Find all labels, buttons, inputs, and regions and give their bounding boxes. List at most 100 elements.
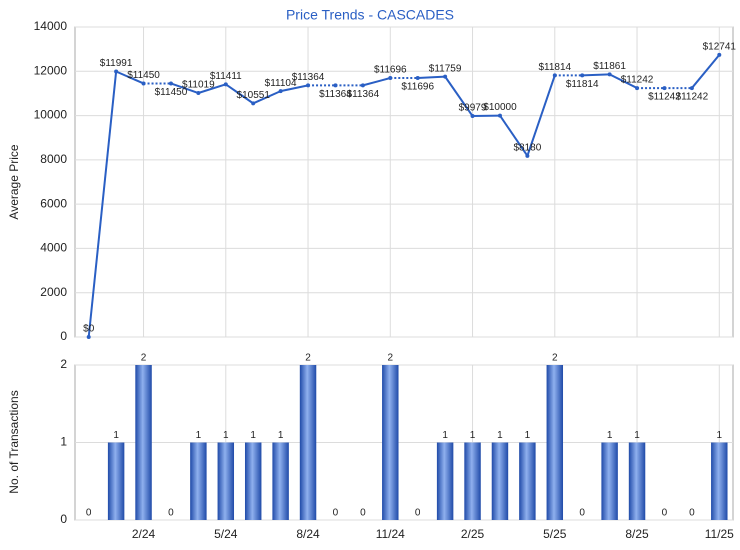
data-label: $11411 <box>210 71 242 82</box>
point <box>635 86 640 91</box>
line-segment <box>115 70 144 85</box>
data-label: 0 <box>86 508 92 519</box>
y-tick-label: 0 <box>60 329 67 343</box>
data-label: 0 <box>415 508 421 519</box>
point <box>525 153 530 158</box>
data-label: 1 <box>278 430 284 441</box>
x-tick-label: 11/24 <box>376 527 405 541</box>
data-label: $9979 <box>459 103 487 114</box>
bar <box>464 442 481 520</box>
point <box>333 83 338 88</box>
data-label: 0 <box>168 508 174 519</box>
line-segment <box>444 76 474 117</box>
bar <box>217 442 235 520</box>
y-tick-label: 1 <box>60 435 67 449</box>
data-label: 1 <box>442 430 448 441</box>
bar <box>601 442 618 520</box>
x-tick-label: 8/24 <box>296 527 320 541</box>
data-label: $11242 <box>621 75 654 86</box>
data-label: $11242 <box>648 92 681 103</box>
data-label: $11861 <box>593 61 626 72</box>
data-label: $11759 <box>429 63 462 74</box>
bar <box>491 442 509 520</box>
bar <box>628 442 646 520</box>
data-label: 0 <box>333 508 339 519</box>
bar <box>519 442 536 520</box>
line-segment <box>252 90 282 105</box>
data-label: 2 <box>552 353 558 364</box>
point <box>278 89 283 94</box>
bar <box>546 365 564 520</box>
data-label: $11019 <box>182 80 215 91</box>
line-segment <box>225 83 254 105</box>
bar <box>436 442 454 520</box>
x-tick-label: 5/25 <box>543 527 567 541</box>
bar <box>299 365 317 520</box>
line-segment <box>87 71 118 338</box>
data-label: $11696 <box>374 65 407 76</box>
point <box>443 74 448 79</box>
data-label: 1 <box>525 430 531 441</box>
point <box>168 81 173 86</box>
y-tick-label: 14000 <box>34 19 68 33</box>
data-label: 1 <box>250 430 256 441</box>
point <box>360 83 365 88</box>
point <box>223 82 228 87</box>
point <box>607 72 612 77</box>
line-segment <box>609 73 638 89</box>
data-label: 1 <box>634 430 640 441</box>
data-label: $11364 <box>347 89 380 100</box>
y-tick-label: 12000 <box>34 63 68 77</box>
y-tick-label: 10000 <box>34 108 68 122</box>
data-label: 0 <box>360 508 366 519</box>
data-label: $11814 <box>538 62 571 73</box>
y-tick-label: 0 <box>60 512 67 526</box>
data-label: 2 <box>388 353 394 364</box>
data-label: 0 <box>662 508 668 519</box>
y-tick-label: 2000 <box>40 285 67 299</box>
data-label: $10000 <box>483 102 517 113</box>
data-label: 1 <box>717 430 723 441</box>
y-axis-label: No. of Transactions <box>7 390 21 493</box>
bar <box>190 442 207 520</box>
line-segment <box>691 54 721 89</box>
data-label: $11814 <box>566 79 599 90</box>
y-tick-label: 6000 <box>40 196 67 210</box>
line-segment <box>170 82 199 94</box>
point <box>306 83 311 88</box>
line-segment <box>362 77 391 87</box>
point <box>717 52 722 57</box>
data-label: 1 <box>497 430 503 441</box>
bar <box>711 442 728 520</box>
x-tick-label: 11/25 <box>705 527 734 541</box>
data-label: 1 <box>223 430 229 441</box>
bar <box>135 365 152 520</box>
bar <box>272 442 289 520</box>
line-segment <box>417 75 446 80</box>
data-label: $8180 <box>513 143 541 154</box>
point <box>251 101 256 106</box>
data-label: 2 <box>305 353 311 364</box>
y-axis-label: Average Price <box>7 144 21 219</box>
point <box>388 76 393 81</box>
data-label: $10551 <box>237 90 271 101</box>
data-label: 1 <box>607 430 613 441</box>
bar <box>382 365 399 520</box>
point <box>196 91 201 96</box>
point <box>141 81 146 86</box>
chart-title: Price Trends - CASCADES <box>286 7 454 23</box>
data-label: $11696 <box>401 82 434 93</box>
point <box>552 73 557 78</box>
data-label: $11242 <box>676 92 709 103</box>
line-segment <box>280 84 309 93</box>
y-tick-label: 8000 <box>40 152 67 166</box>
data-label: $11364 <box>292 72 325 83</box>
data-label: 1 <box>196 430 202 441</box>
x-tick-label: 2/24 <box>132 527 156 541</box>
point <box>497 113 502 118</box>
data-label: $12741 <box>703 42 737 53</box>
y-tick-label: 4000 <box>40 241 67 255</box>
data-label: $11450 <box>155 87 188 98</box>
data-label: 1 <box>113 430 119 441</box>
point <box>470 114 475 119</box>
